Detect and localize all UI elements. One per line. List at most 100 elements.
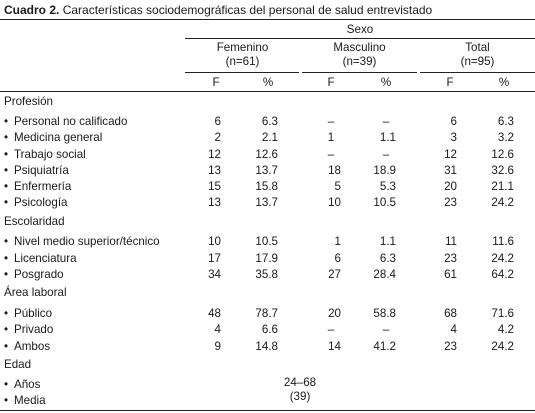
table-cell: 10 [208, 235, 221, 248]
masculino-underline [302, 72, 417, 73]
table-cell: 6.6 [261, 323, 278, 336]
table-cell: 13.7 [255, 196, 278, 209]
table-cell: 4 [450, 323, 457, 336]
table-cell: 58.8 [373, 307, 396, 320]
table-cell: 9 [214, 340, 221, 353]
table-cell: 13 [208, 196, 221, 209]
section-title-area-laboral: Área laboral [4, 286, 67, 299]
table-cell: 12 [444, 148, 457, 161]
sub-f-total: F [446, 76, 454, 89]
table-cell: 32.6 [491, 164, 514, 177]
col-femenino-n: (n=61) [225, 55, 260, 68]
table-cell: 12.6 [255, 148, 278, 161]
table-cell: 18 [328, 164, 341, 177]
row-label: • Enfermería [4, 180, 72, 193]
table-cell: 4.2 [497, 323, 514, 336]
table-cell: 6 [450, 115, 457, 128]
table-cell: 15 [208, 180, 221, 193]
table-cell: 21.1 [491, 180, 514, 193]
table-cell: 1.1 [379, 131, 396, 144]
table-cell: 78.7 [255, 307, 278, 320]
table-cell: 6.3 [497, 115, 514, 128]
table-cell: 6 [214, 115, 221, 128]
table-cell: 34 [208, 268, 221, 281]
table-cell: 15.8 [255, 180, 278, 193]
col-masculino-n: (n=39) [342, 55, 377, 68]
sub-pct-total: % [498, 76, 510, 89]
row-label: • Psicología [4, 196, 68, 209]
table-cell: – [382, 115, 390, 128]
table-cell: 41.2 [373, 340, 396, 353]
row-label: • Público [4, 307, 53, 320]
section-title-escolaridad: Escolaridad [4, 215, 65, 228]
table-cell: 2.1 [261, 131, 278, 144]
row-label: • Media [4, 394, 46, 407]
table-cell: 10.5 [255, 235, 278, 248]
table-cell: 48 [208, 307, 221, 320]
caption-title: Características sociodemográficas del pe… [62, 3, 433, 17]
col-masculino-name: Masculino [333, 41, 386, 54]
total-underline [420, 72, 535, 73]
table-cell: 64.2 [491, 268, 514, 281]
table-cell: – [382, 323, 390, 336]
table-cell: 2 [214, 131, 221, 144]
table-cell: 1.1 [379, 235, 396, 248]
table-cell: 23 [444, 340, 457, 353]
table-cell: 4 [214, 323, 221, 336]
table-cell: 61 [444, 268, 457, 281]
table-cell: 10.5 [373, 196, 396, 209]
table-cell: 20 [328, 307, 341, 320]
row-label: • Licenciatura [4, 252, 77, 265]
col-total-name: Total [465, 41, 490, 54]
caption-label: Cuadro 2. [4, 3, 60, 17]
row-label: • Privado [4, 323, 54, 336]
table-cell: 17.9 [255, 252, 278, 265]
table-cell: 14 [328, 340, 341, 353]
table-cell: 68 [444, 307, 457, 320]
table-cell: 13 [208, 164, 221, 177]
row-label: • Psiquiatría [4, 164, 69, 177]
table-cell: 12.6 [491, 148, 514, 161]
table-cell: 12 [208, 148, 221, 161]
section-title-edad: Edad [4, 358, 32, 371]
table-cell: 13.7 [255, 164, 278, 177]
sub-f-masc: F [327, 76, 335, 89]
sub-pct-masc: % [380, 76, 392, 89]
table-cell: 10 [328, 196, 341, 209]
col-total-n: (n=95) [460, 55, 495, 68]
table-cell: 18.9 [373, 164, 396, 177]
table-cell: – [382, 148, 390, 161]
row-label: • Años [4, 378, 41, 391]
table-cell: 11 [444, 235, 457, 248]
table-cell: 3 [450, 131, 457, 144]
table-cell: 5 [334, 180, 341, 193]
table-cell: 28.4 [373, 268, 396, 281]
sub-f-fem: F [212, 76, 220, 89]
table-cell: 23 [444, 196, 457, 209]
table-cell: 27 [328, 268, 341, 281]
row-label: • Posgrado [4, 268, 64, 281]
table-cell: 31 [444, 164, 457, 177]
row-label: • Ambos [4, 340, 51, 353]
femenino-underline [185, 72, 299, 73]
table-cell: 17 [208, 252, 221, 265]
table-cell: – [327, 323, 335, 336]
edad-mean: (39) [289, 390, 311, 403]
table-cell: 6 [334, 252, 341, 265]
edad-range: 24–68 [283, 376, 317, 389]
bottom-rule [0, 410, 535, 411]
table-cell: 6.3 [261, 115, 278, 128]
table-cell: 35.8 [255, 268, 278, 281]
table-cell: 20 [444, 180, 457, 193]
sexo-header: Sexo [346, 23, 374, 36]
top-rule [0, 19, 535, 20]
table-cell: 71.6 [491, 307, 514, 320]
header-rule [0, 91, 535, 92]
table-cell: 24.2 [491, 252, 514, 265]
table-cell: 23 [444, 252, 457, 265]
table-cell: 6.3 [379, 252, 396, 265]
table-cell: 1 [327, 131, 335, 144]
table-cell: – [327, 148, 335, 161]
section-title-profesion: Profesión [4, 95, 53, 108]
